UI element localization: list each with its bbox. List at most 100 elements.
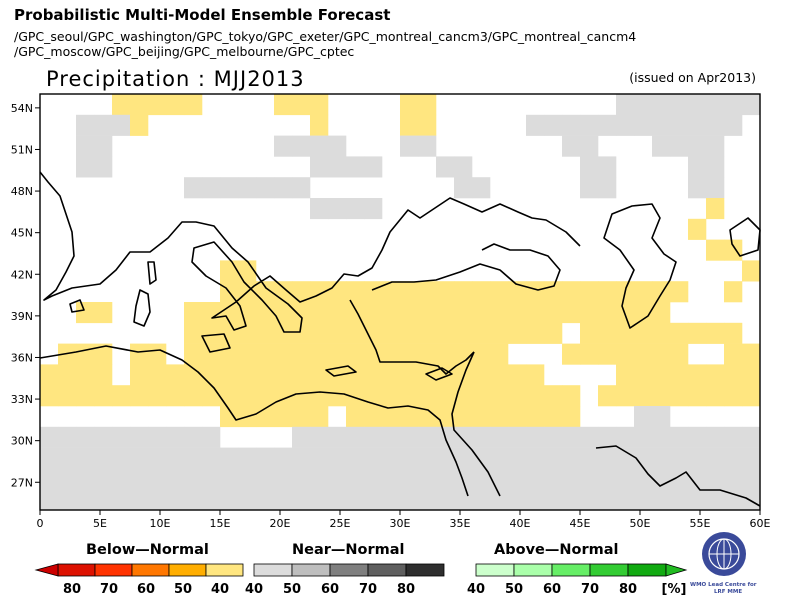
grid-cell — [652, 426, 671, 448]
grid-cell — [328, 281, 347, 303]
grid-cell — [76, 447, 95, 469]
grid-cell — [328, 135, 347, 157]
grid-cell — [400, 489, 419, 511]
legend-below-title: Below—Normal — [86, 542, 209, 558]
legend: 80 70 60 50 40 40 50 60 70 80 40 50 60 70 80 [%] — [34, 563, 688, 597]
grid-cell — [454, 281, 473, 303]
lon-tick-label: 10E — [150, 517, 171, 530]
grid-cell — [76, 114, 95, 136]
grid-cell — [562, 302, 581, 324]
grid-cell — [166, 468, 185, 490]
lon-tick-label: 0 — [37, 517, 44, 530]
grid-cell — [364, 489, 383, 511]
grid-cell — [238, 177, 257, 199]
grid-cell — [310, 302, 329, 324]
grid-cell — [94, 114, 113, 136]
grid-cell — [94, 468, 113, 490]
grid-cell — [526, 385, 545, 407]
grid-cell — [706, 177, 725, 199]
legend-swatch-near — [291, 563, 331, 577]
grid-cell — [598, 343, 617, 365]
legend-arrow-above — [665, 563, 688, 577]
grid-cell — [148, 426, 167, 448]
grid-cell — [76, 489, 95, 511]
grid-cell — [400, 343, 419, 365]
grid-cell — [76, 385, 95, 407]
grid-cell — [292, 468, 311, 490]
grid-cell — [526, 426, 545, 448]
grid-cell — [616, 94, 635, 116]
grid-cell — [634, 468, 653, 490]
grid-cell — [382, 322, 401, 344]
grid-cell — [256, 447, 275, 469]
grid-cell — [310, 385, 329, 407]
grid-cell — [688, 322, 707, 344]
logo-text-line2: LRF MME — [714, 589, 743, 595]
grid-cell — [184, 177, 203, 199]
grid-cell — [544, 114, 563, 136]
grid-cell — [274, 489, 293, 511]
grid-cell — [562, 281, 581, 303]
grid-cell — [130, 468, 149, 490]
grid-cell — [184, 302, 203, 324]
grid-cell — [472, 489, 491, 511]
grid-cell — [382, 447, 401, 469]
grid-cell — [616, 426, 635, 448]
coastline-balearic — [69, 299, 85, 313]
grid-cell — [184, 94, 203, 116]
grid-cell — [220, 364, 239, 386]
grid-cell — [436, 281, 455, 303]
grid-cell — [454, 406, 473, 428]
grid-cell — [580, 468, 599, 490]
grid-cell — [724, 447, 743, 469]
grid-cell — [274, 302, 293, 324]
variable-season-title: Precipitation : MJJ2013 — [46, 67, 305, 91]
grid-cell — [94, 302, 113, 324]
grid-cell — [112, 426, 131, 448]
grid-cell — [580, 322, 599, 344]
grid-cell — [652, 468, 671, 490]
coastline-corsica — [147, 261, 157, 285]
grid-cell — [184, 364, 203, 386]
grid-cell — [472, 426, 491, 448]
grid-cell — [130, 343, 149, 365]
grid-cell — [508, 302, 527, 324]
grid-cell — [598, 426, 617, 448]
grid-cell — [256, 489, 275, 511]
legend-label-near: 70 — [359, 582, 377, 597]
legend-swatch-near — [405, 563, 445, 577]
grid-cell — [670, 94, 689, 116]
grid-cell — [418, 489, 437, 511]
grid-cell — [292, 94, 311, 116]
grid-cell — [292, 406, 311, 428]
issued-date: (issued on Apr2013) — [629, 70, 756, 85]
grid-cell — [544, 385, 563, 407]
grid-cell — [562, 135, 581, 157]
grid-cell — [724, 94, 743, 116]
grid-cell — [220, 406, 239, 428]
grid-cell — [742, 468, 761, 490]
grid-cell — [454, 364, 473, 386]
grid-cell — [364, 156, 383, 178]
grid-cell — [670, 114, 689, 136]
coastline-crete — [325, 365, 357, 377]
grid-cell — [292, 343, 311, 365]
grid-cell — [202, 489, 221, 511]
grid-cell — [706, 447, 725, 469]
grid-cell — [706, 94, 725, 116]
grid-cell — [670, 426, 689, 448]
lat-tick-label: 33N — [11, 393, 33, 406]
grid-cell — [688, 385, 707, 407]
grid-cell — [382, 489, 401, 511]
lon-tick-label: 40E — [510, 517, 531, 530]
grid-cell — [292, 281, 311, 303]
grid-cell — [40, 385, 59, 407]
grid-cell — [346, 322, 365, 344]
lon-tick-label: 15E — [210, 517, 231, 530]
grid-cell — [436, 385, 455, 407]
grid-cell — [490, 343, 509, 365]
grid-cell — [202, 385, 221, 407]
legend-swatch-near — [253, 563, 293, 577]
grid-cell — [400, 322, 419, 344]
